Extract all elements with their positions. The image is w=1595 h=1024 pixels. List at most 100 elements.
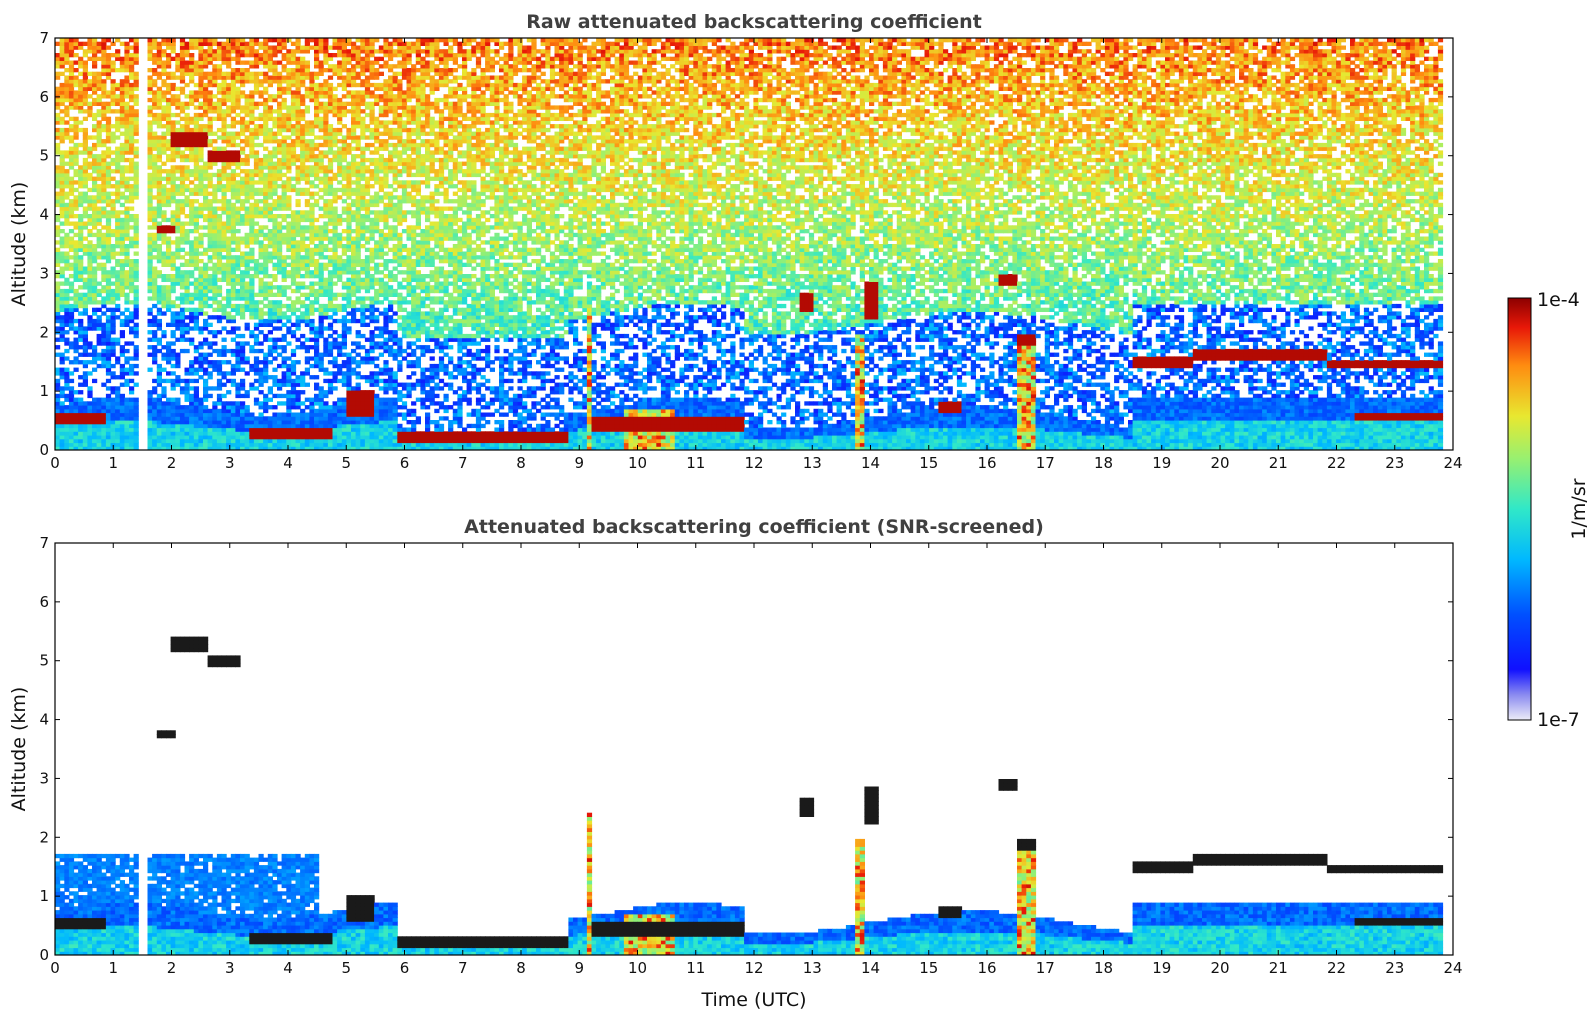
heatmap-cell	[212, 42, 217, 46]
heatmap-cell	[296, 124, 301, 128]
heatmap-cell	[314, 259, 319, 263]
heatmap-cell	[106, 165, 111, 169]
heatmap-cell	[69, 416, 74, 420]
heatmap-cell	[282, 53, 287, 57]
heatmap-cell	[161, 255, 166, 259]
heatmap-cell	[217, 207, 222, 211]
heatmap-cell	[152, 177, 157, 181]
heatmap-cell	[198, 87, 203, 91]
heatmap-cell	[171, 311, 176, 315]
heatmap-cell	[111, 424, 116, 428]
heatmap-cell	[333, 98, 338, 102]
heatmap-cell	[309, 330, 314, 334]
heatmap-cell	[272, 68, 277, 72]
heatmap-cell	[291, 289, 296, 293]
heatmap-cell	[120, 398, 125, 402]
heatmap-cell	[254, 214, 259, 218]
heatmap-cell	[115, 162, 120, 166]
heatmap-cell	[124, 42, 129, 46]
heatmap-cell	[222, 132, 227, 136]
heatmap-cell	[323, 248, 328, 252]
heatmap-cell	[263, 311, 268, 315]
heatmap-cell	[263, 154, 268, 158]
heatmap-cell	[83, 338, 88, 342]
heatmap-cell	[309, 147, 314, 151]
heatmap-cell	[222, 135, 227, 139]
heatmap-cell	[78, 401, 83, 405]
heatmap-cell	[337, 278, 342, 282]
heatmap-cell	[226, 180, 231, 184]
heatmap-cell	[124, 180, 129, 184]
heatmap-cell	[208, 218, 213, 222]
heatmap-cell	[129, 311, 134, 315]
heatmap-cell	[235, 255, 240, 259]
heatmap-cell	[78, 214, 83, 218]
heatmap-cell	[74, 356, 79, 360]
heatmap-cell	[259, 53, 264, 57]
heatmap-cell	[203, 139, 208, 143]
heatmap-cell	[245, 102, 250, 106]
heatmap-cell	[134, 147, 139, 151]
heatmap-cell	[134, 439, 139, 443]
heatmap-cell	[309, 413, 314, 417]
heatmap-cell	[333, 311, 338, 315]
heatmap-cell	[175, 274, 180, 278]
heatmap-cell	[286, 207, 291, 211]
heatmap-cell	[300, 61, 305, 65]
heatmap-cell	[235, 90, 240, 94]
heatmap-cell	[305, 244, 310, 248]
heatmap-cell	[333, 274, 338, 278]
heatmap-cell	[240, 124, 245, 128]
heatmap-cell	[175, 398, 180, 402]
heatmap-cell	[106, 124, 111, 128]
heatmap-cell	[148, 90, 153, 94]
heatmap-cell	[323, 341, 328, 345]
heatmap-cell	[240, 293, 245, 297]
heatmap-cell	[328, 98, 333, 102]
heatmap-cell	[235, 259, 240, 263]
heatmap-cell	[286, 428, 291, 432]
heatmap-cell	[129, 341, 134, 345]
heatmap-cell	[240, 203, 245, 207]
heatmap-cell	[240, 79, 245, 83]
heatmap-cell	[180, 263, 185, 267]
heatmap-cell	[282, 428, 287, 432]
heatmap-cell	[152, 360, 157, 364]
heatmap-cell	[314, 398, 319, 402]
heatmap-cell	[240, 353, 245, 357]
heatmap-cell	[346, 416, 351, 420]
heatmap-cell	[296, 132, 301, 136]
heatmap-cell	[291, 263, 296, 267]
heatmap-cell	[337, 405, 342, 409]
heatmap-cell	[342, 124, 347, 128]
heatmap-cell	[175, 237, 180, 241]
heatmap-cell	[194, 61, 199, 65]
heatmap-cell	[134, 94, 139, 98]
heatmap-cell	[208, 345, 213, 349]
heatmap-cell	[231, 203, 236, 207]
heatmap-cell	[74, 368, 79, 372]
heatmap-cell	[305, 132, 310, 136]
heatmap-cell	[245, 222, 250, 226]
heatmap-cell	[240, 222, 245, 226]
heatmap-cell	[166, 323, 171, 327]
heatmap-cell	[346, 394, 351, 398]
heatmap-cell	[212, 210, 217, 214]
heatmap-cell	[148, 270, 153, 274]
heatmap-cell	[277, 72, 282, 76]
heatmap-cell	[185, 49, 190, 53]
heatmap-cell	[152, 72, 157, 76]
heatmap-cell	[259, 289, 264, 293]
heatmap-cell	[291, 259, 296, 263]
heatmap-cell	[180, 413, 185, 417]
heatmap-cell	[319, 435, 324, 439]
heatmap-cell	[263, 252, 268, 256]
heatmap-cell	[148, 109, 153, 113]
heatmap-cell	[55, 289, 60, 293]
heatmap-cell	[129, 46, 134, 50]
heatmap-cell	[157, 173, 162, 177]
heatmap-cell	[101, 83, 106, 87]
heatmap-cell	[115, 57, 120, 61]
heatmap-cell	[268, 360, 273, 364]
heatmap-cell	[323, 38, 328, 42]
